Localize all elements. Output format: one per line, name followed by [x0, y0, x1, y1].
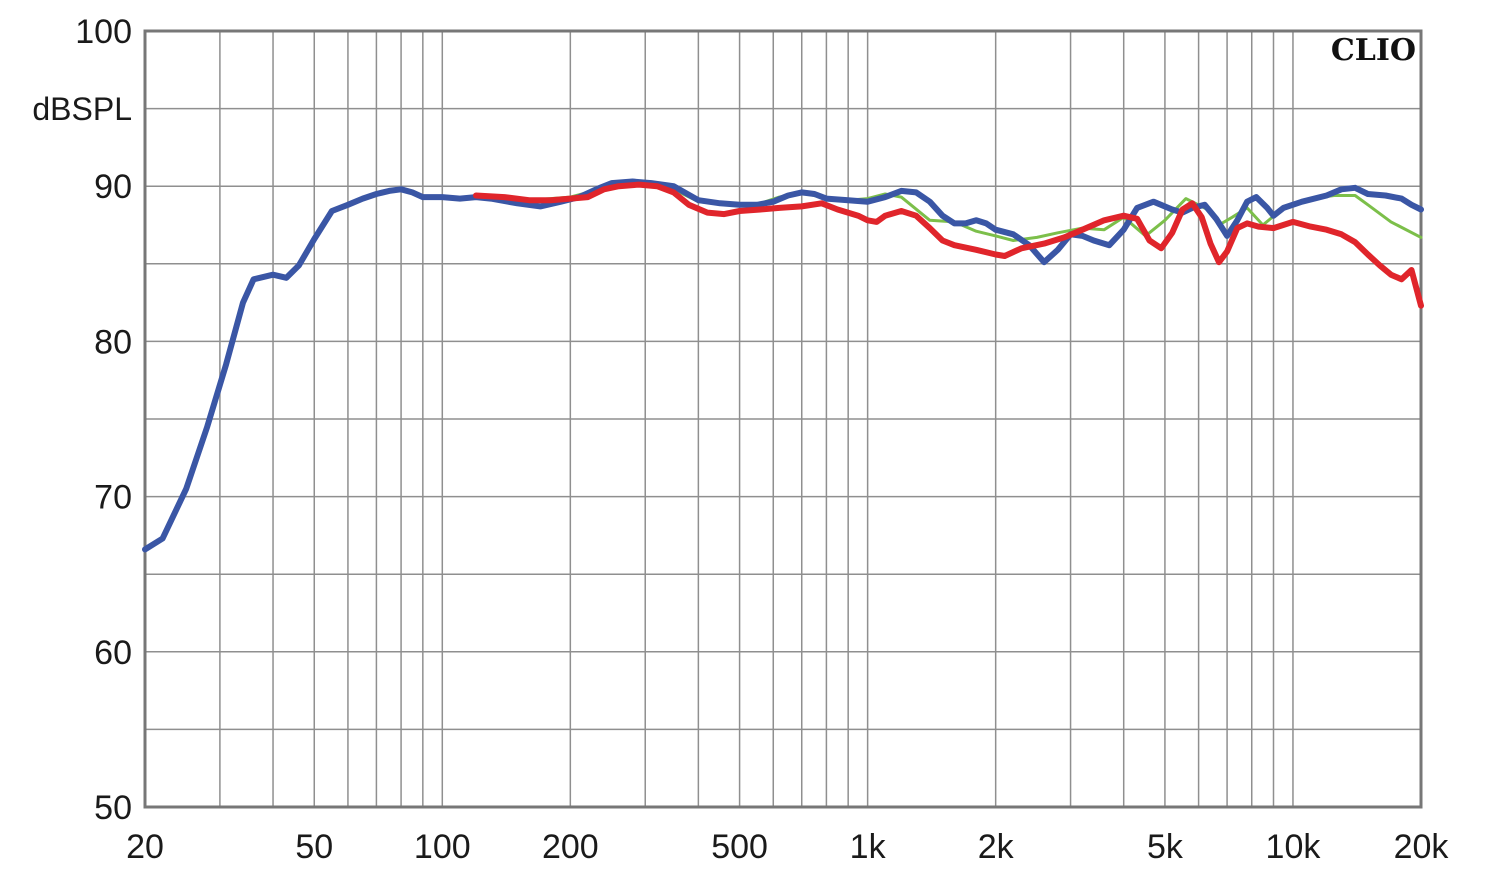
x-tick-label: 50 — [295, 828, 333, 866]
x-tick-label: 20 — [126, 828, 164, 866]
plot-frame — [143, 29, 1423, 809]
y-tick-label: 50 — [94, 789, 132, 827]
x-tick-label: 200 — [542, 828, 599, 866]
x-tick-label: 500 — [711, 828, 768, 866]
x-tick-label: 100 — [414, 828, 471, 866]
x-tick-label: 10k — [1266, 828, 1322, 866]
y-tick-label: 60 — [94, 634, 132, 672]
series-line-3 — [473, 181, 1424, 309]
y-axis-tick-labels: 50 60 70 80 90 100 — [75, 13, 132, 827]
series-layer — [142, 178, 1424, 553]
grid-lines — [145, 31, 1421, 807]
x-tick-label: 1k — [850, 828, 887, 866]
x-tick-label: 2k — [978, 828, 1015, 866]
x-tick-label: 20k — [1394, 828, 1450, 866]
y-tick-label: 100 — [75, 13, 132, 51]
x-tick-label: 5k — [1147, 828, 1184, 866]
y-tick-label: 80 — [94, 323, 132, 361]
y-tick-label: 70 — [94, 479, 132, 517]
y-tick-label: 90 — [94, 168, 132, 206]
y-axis-label: dBSPL — [32, 91, 132, 127]
brand-watermark: CLIO — [1331, 33, 1416, 68]
x-axis-tick-labels: 20 50 100 200 500 1k 2k 5k 10k 20k — [126, 828, 1449, 866]
series-line-2 — [142, 178, 1424, 553]
